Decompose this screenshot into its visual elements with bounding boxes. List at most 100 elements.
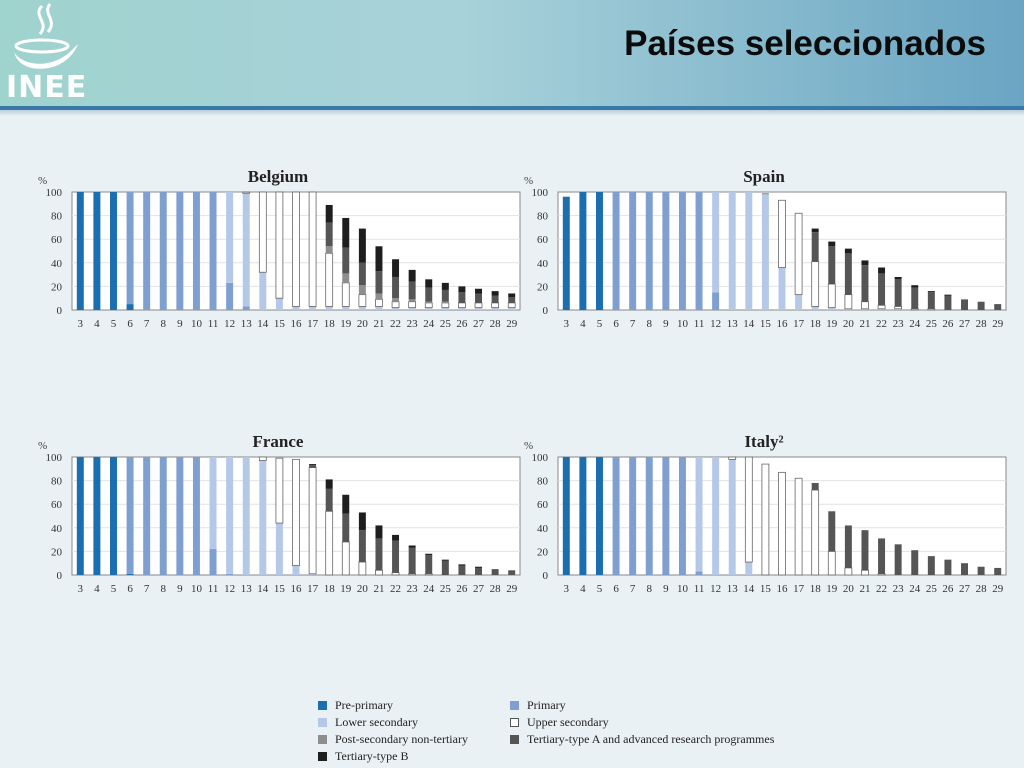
x-tick-label: 13 bbox=[727, 318, 739, 330]
bar-segment-tertiary-a bbox=[508, 570, 516, 575]
x-tick-label: 21 bbox=[373, 318, 384, 330]
bar-segment-lower-secondary bbox=[712, 457, 720, 575]
bar-segment-lower-secondary bbox=[728, 459, 736, 575]
bar-segment-tertiary-a bbox=[961, 563, 968, 575]
legend-item-post-secondary: Post-secondary non-tertiary bbox=[318, 732, 468, 747]
bar-segment-tertiary-b bbox=[927, 291, 935, 293]
x-tick-label: 22 bbox=[390, 318, 401, 330]
x-tick-label: 23 bbox=[407, 583, 419, 595]
x-tick-label: 15 bbox=[760, 318, 772, 330]
bar-segment-tertiary-a bbox=[475, 567, 482, 575]
legend-item-lower-secondary: Lower secondary bbox=[318, 715, 418, 730]
bar-segment-lower-secondary bbox=[712, 192, 720, 293]
bar-segment-pre-primary bbox=[126, 304, 134, 310]
bar-segment-tertiary-b bbox=[844, 248, 852, 254]
bar-segment-tertiary-a bbox=[894, 544, 902, 575]
bar-segment-lower-secondary bbox=[309, 306, 317, 310]
bar-segment-upper-secondary bbox=[844, 294, 853, 310]
bar-segment-primary bbox=[678, 192, 686, 310]
x-tick-label: 14 bbox=[743, 583, 755, 595]
x-tick-label: 12 bbox=[710, 583, 721, 595]
bar-segment-upper-secondary bbox=[778, 471, 786, 576]
bar-segment-upper-secondary bbox=[474, 302, 483, 309]
bar-segment-primary bbox=[192, 457, 200, 575]
x-tick-label: 16 bbox=[291, 318, 303, 330]
x-tick-label: 20 bbox=[357, 583, 369, 595]
y-tick-label: 80 bbox=[537, 476, 549, 488]
bar-segment-primary bbox=[159, 457, 167, 575]
bar-segment-upper-secondary bbox=[375, 569, 383, 576]
x-tick-label: 24 bbox=[909, 583, 921, 595]
y-tick-label: 40 bbox=[537, 523, 549, 535]
bar-segment-lower-secondary bbox=[358, 306, 366, 310]
bar-segment-pre-primary bbox=[76, 192, 84, 310]
bar-segment-tertiary-b bbox=[811, 228, 819, 233]
x-tick-label: 18 bbox=[324, 583, 336, 595]
x-tick-label: 18 bbox=[810, 318, 822, 330]
bar-segment-lower-secondary bbox=[795, 294, 803, 310]
x-tick-label: 6 bbox=[613, 318, 619, 330]
x-tick-label: 18 bbox=[324, 318, 336, 330]
x-tick-label: 7 bbox=[144, 318, 150, 330]
header-shadow bbox=[0, 110, 1024, 116]
bar-segment-tertiary-a bbox=[375, 538, 383, 571]
bar-segment-tertiary-a bbox=[894, 279, 902, 307]
x-tick-label: 12 bbox=[710, 318, 721, 330]
bar-segment-primary bbox=[645, 192, 653, 310]
bar-segment-primary bbox=[143, 192, 151, 310]
x-tick-label: 10 bbox=[677, 318, 689, 330]
x-tick-label: 3 bbox=[78, 583, 84, 595]
x-tick-label: 4 bbox=[94, 583, 100, 595]
x-tick-label: 29 bbox=[992, 583, 1004, 595]
header-divider bbox=[0, 106, 1024, 110]
x-tick-label: 25 bbox=[440, 583, 452, 595]
bar-segment-lower-secondary bbox=[259, 460, 267, 575]
x-tick-label: 21 bbox=[859, 583, 870, 595]
bar-segment-lower-secondary bbox=[242, 457, 250, 575]
bar-segment-lower-secondary bbox=[878, 308, 886, 310]
legend-item-primary: Primary bbox=[510, 698, 566, 713]
x-tick-label: 16 bbox=[777, 318, 789, 330]
x-tick-label: 21 bbox=[859, 318, 870, 330]
x-tick-label: 17 bbox=[793, 583, 805, 595]
bar-segment-tertiary-a bbox=[861, 265, 869, 302]
chart-belgium-svg: Belgium% 0 20 40 60 80 100 3 4 5 6 7 8 9 10 11 12 13 14 15 1… bbox=[38, 167, 521, 330]
bar-segment-tertiary-a bbox=[994, 304, 1002, 310]
bar-segment-tertiary-a bbox=[342, 513, 350, 542]
bar-segment-lower-secondary bbox=[425, 307, 433, 310]
x-tick-label: 17 bbox=[307, 318, 319, 330]
legend-swatch bbox=[318, 735, 327, 744]
bar-segment-primary bbox=[678, 457, 686, 575]
bar-segment-tertiary-a bbox=[961, 299, 968, 310]
y-tick-label: 0 bbox=[543, 570, 549, 582]
x-tick-label: 9 bbox=[177, 583, 183, 595]
y-tick-label: 0 bbox=[57, 305, 63, 317]
bar-segment-pre-primary bbox=[76, 457, 84, 575]
legend-label: Upper secondary bbox=[527, 715, 609, 729]
y-tick-label: 20 bbox=[537, 546, 549, 558]
bar-segment-lower-secondary bbox=[441, 307, 449, 310]
bar-segment-lower-secondary bbox=[325, 306, 333, 310]
x-tick-label: 16 bbox=[777, 583, 789, 595]
bar-segment-lower-secondary bbox=[728, 192, 736, 310]
y-tick-label: 60 bbox=[51, 499, 63, 511]
y-tick-label: 40 bbox=[537, 258, 549, 270]
bar-segment-tertiary-b bbox=[878, 267, 886, 274]
bar-segment-pre-primary bbox=[579, 457, 587, 575]
bar-segment-tertiary-a bbox=[508, 297, 516, 303]
x-tick-label: 9 bbox=[177, 318, 183, 330]
legend-swatch bbox=[510, 735, 519, 744]
bar-segment-tertiary-b bbox=[828, 241, 836, 247]
x-tick-label: 13 bbox=[241, 318, 253, 330]
bar-segment-lower-secondary bbox=[828, 307, 836, 310]
bar-segment-tertiary-b bbox=[425, 279, 433, 288]
x-tick-label: 27 bbox=[959, 318, 971, 330]
bar-segment-upper-secondary bbox=[424, 302, 433, 309]
bar-segment-tertiary-b bbox=[911, 285, 919, 288]
bar-segment-tertiary-b bbox=[325, 204, 333, 223]
bar-segment-upper-secondary bbox=[861, 569, 869, 576]
x-tick-label: 26 bbox=[942, 583, 954, 595]
bar-segment-tertiary-b bbox=[408, 269, 416, 282]
chart-title: Belgium bbox=[248, 167, 308, 186]
bar-segment-post-secondary bbox=[392, 298, 400, 302]
